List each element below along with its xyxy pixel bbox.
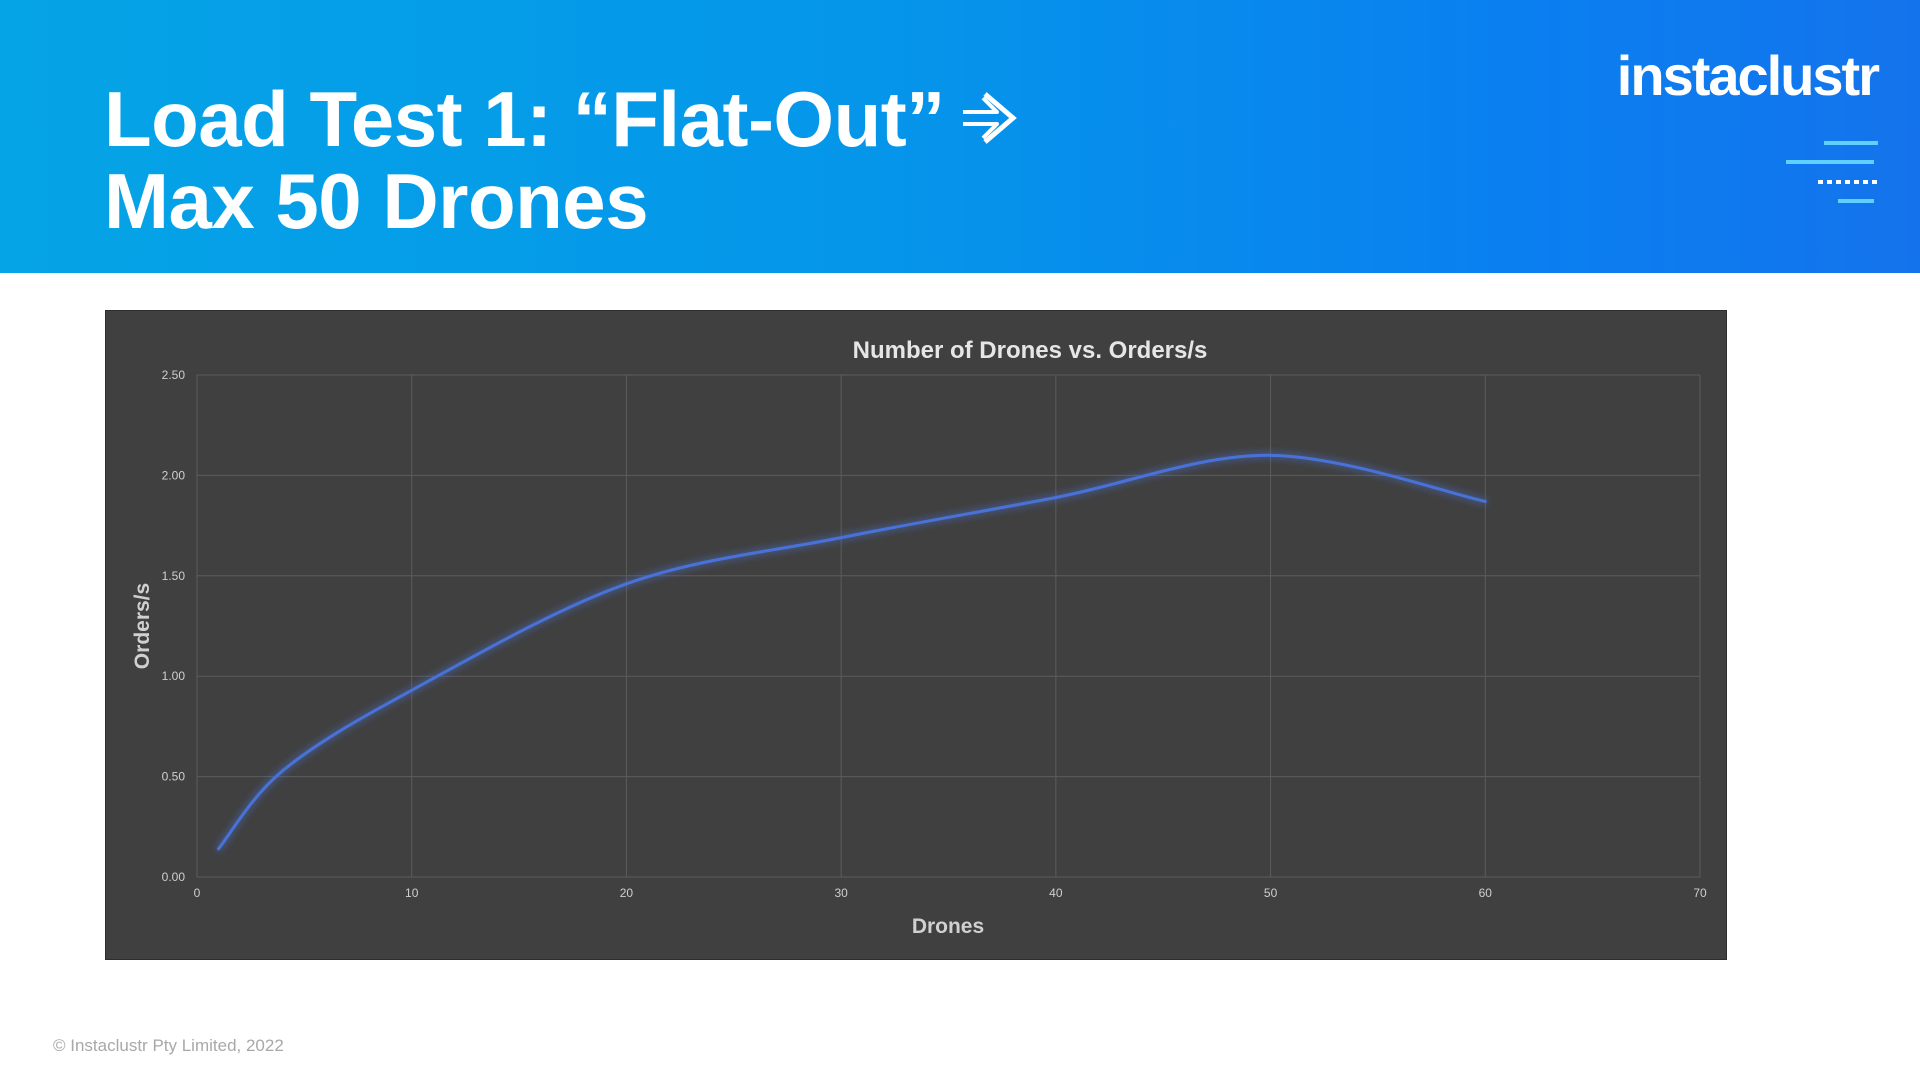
chart-title: Number of Drones vs. Orders/s [853, 337, 1208, 364]
series-line-0 [216, 453, 1487, 851]
data-point-0-0 [217, 847, 220, 851]
line-chart: Number of Drones vs. Orders/s 0.00 0.50 1.… [105, 310, 1727, 960]
data-point-0-3 [625, 582, 628, 586]
y-tick-label: 1.00 [162, 669, 186, 683]
decorative-lines-icon [1786, 141, 1878, 203]
x-tick-label: 60 [1479, 886, 1493, 900]
y-tick-label: 2.50 [162, 368, 186, 382]
data-point-0-6 [1269, 454, 1272, 457]
x-tick-label: 10 [405, 886, 419, 900]
y-axis-title: Orders/s [131, 583, 154, 669]
arrow-right-icon [962, 92, 1017, 145]
data-point-0-4 [839, 536, 843, 539]
tick-labels: 0.00 0.50 1.00 1.50 2.00 2.50 0 10 20 30 40 50 60 70 [162, 368, 1707, 900]
data-point-0-2 [410, 689, 413, 692]
x-tick-label: 70 [1693, 886, 1707, 900]
title-line-2: Max 50 Drones [104, 157, 649, 245]
x-tick-label: 0 [194, 886, 201, 900]
copyright-footer: © Instaclustr Pty Limited, 2022 [53, 1036, 284, 1055]
page-title: Load Test 1: “Flat-Out” Max 50 Drones [104, 78, 1021, 242]
data-point-0-1 [281, 769, 285, 772]
x-tick-label: 20 [620, 886, 634, 900]
grid [196, 374, 1701, 878]
header-banner: Load Test 1: “Flat-Out” Max 50 Drones in… [0, 0, 1920, 273]
data-point-0-5 [1054, 496, 1058, 499]
chart-svg: Number of Drones vs. Orders/s 0.00 0.50 1.… [131, 337, 1707, 938]
title-line-1: Load Test 1: “Flat-Out” [104, 78, 1021, 160]
x-tick-label: 30 [834, 886, 848, 900]
x-tick-label: 50 [1264, 886, 1278, 900]
y-tick-label: 0.00 [162, 870, 186, 884]
x-tick-label: 40 [1049, 886, 1063, 900]
series [216, 453, 1487, 851]
y-tick-label: 1.50 [162, 569, 186, 583]
y-tick-label: 2.00 [162, 468, 186, 482]
instaclustr-logo: instaclustr [1616, 44, 1880, 107]
data-point-0-7 [1484, 500, 1487, 503]
x-axis-title: Drones [912, 915, 984, 938]
title-line-1-text: Load Test 1: “Flat-Out” [104, 75, 945, 163]
y-tick-label: 0.50 [162, 770, 186, 784]
